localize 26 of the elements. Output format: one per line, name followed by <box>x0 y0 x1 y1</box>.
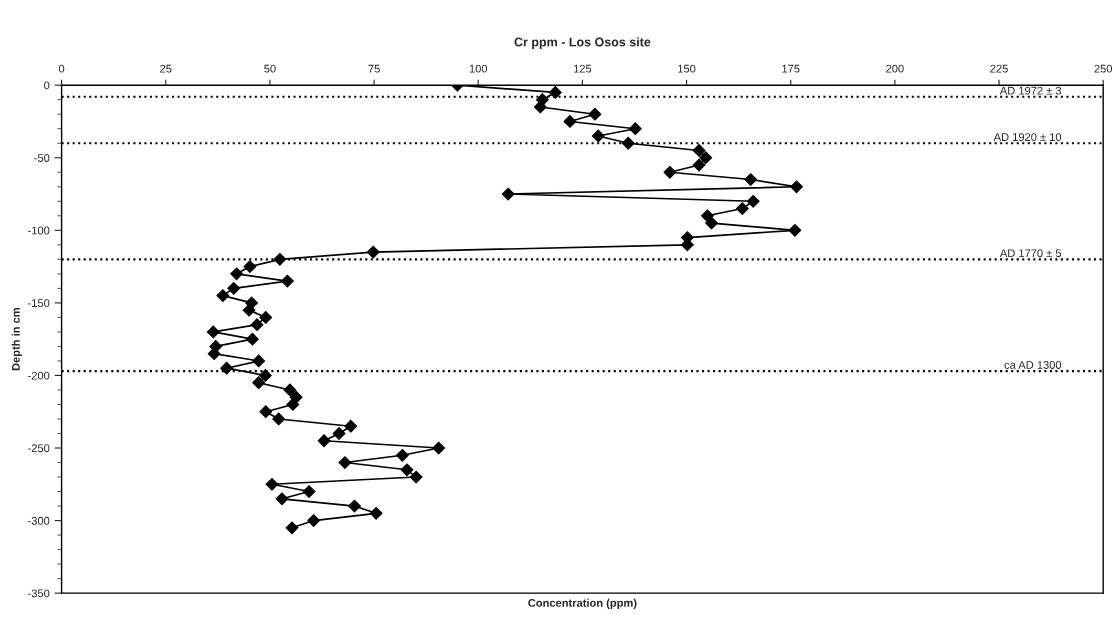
x-tick-label: 175 <box>782 64 800 73</box>
x-tick-label: 0 <box>58 64 65 73</box>
ref-line-label: AD 1920 ± 10 <box>993 133 1062 142</box>
y-tick-label: -200 <box>28 371 50 380</box>
y-tick-label: 0 <box>44 81 50 90</box>
x-tick-label: 75 <box>368 64 380 73</box>
y-tick-label: -50 <box>34 154 50 162</box>
ref-line-label: ca AD 1300 <box>1004 361 1062 369</box>
ref-line-label: AD 1972 ± 3 <box>999 86 1062 95</box>
x-tick-label: 50 <box>264 64 276 73</box>
y-tick-label: -250 <box>28 444 50 453</box>
x-tick-label: 200 <box>886 64 904 73</box>
y-tick-label: -300 <box>28 516 50 525</box>
chart-title: Cr ppm - Los Osos site <box>514 37 651 49</box>
y-tick-label: -150 <box>28 299 50 308</box>
x-tick-label: 225 <box>990 64 1008 73</box>
y-tick-label: -350 <box>28 589 50 598</box>
ref-line-label: AD 1770 ± 5 <box>999 249 1062 258</box>
x-tick-label: 100 <box>469 64 488 73</box>
y-axis-title: Depth in cm <box>11 308 22 371</box>
x-axis-title: Concentration (ppm) <box>528 598 637 610</box>
y-tick-label: -100 <box>28 226 50 235</box>
x-tick-label: 250 <box>1094 64 1113 73</box>
x-tick-label: 150 <box>678 64 696 73</box>
x-tick-label: 25 <box>160 64 172 73</box>
x-tick-label: 125 <box>573 64 592 73</box>
